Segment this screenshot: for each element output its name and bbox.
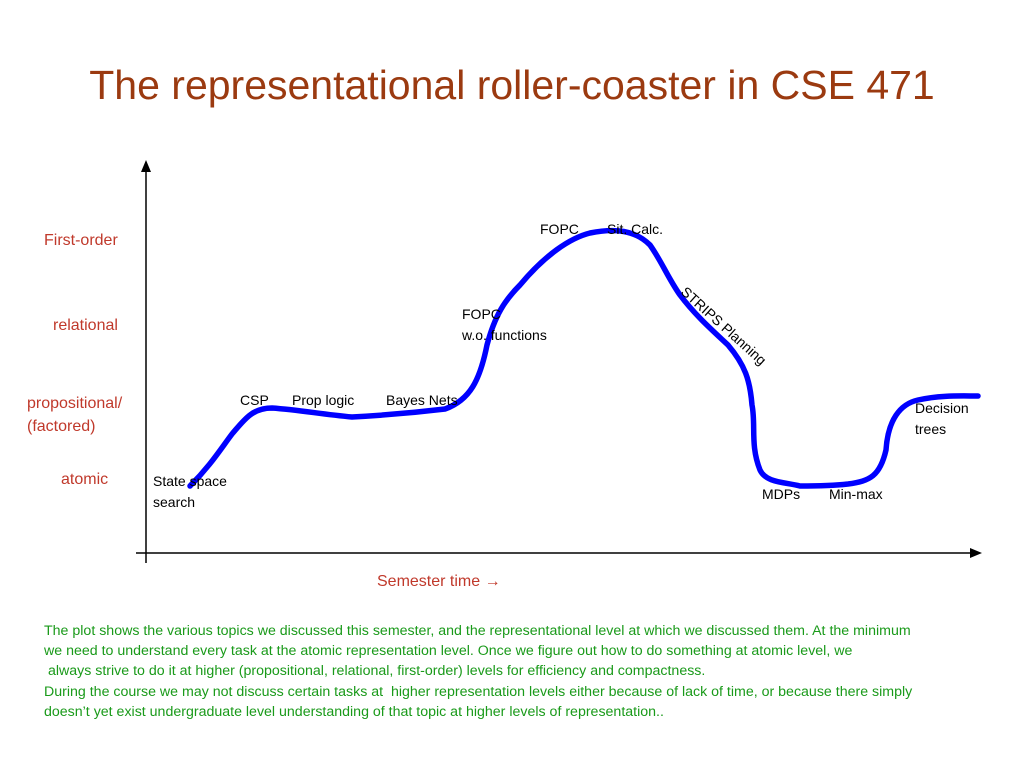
level-label-propositional: propositional/ [27,395,123,412]
topic-label-strips-planning: STRIPS Planning [678,283,770,368]
topic-label-bayes-nets: Bayes Nets [386,392,458,408]
topic-label-mdps: MDPs [762,486,800,502]
topic-label-sit-calc: Sit. Calc. [607,221,663,237]
topic-label-min-max: Min-max [829,486,883,502]
caption-line: doesn’t yet exist undergraduate level un… [44,703,664,720]
caption-line: During the course we may not discuss cer… [44,683,913,700]
arrow-right-icon: → [485,573,501,590]
topic-label-prop-logic: Prop logic [292,392,354,408]
topic-label-csp: CSP [240,392,269,408]
topic-label-state-space-search: State space search [153,473,231,510]
caption-line: The plot shows the various topics we dis… [44,623,911,639]
level-label-atomic: atomic [61,471,108,488]
x-axis-arrowhead [970,548,982,558]
slide-title: The representational roller-coaster in C… [89,62,935,108]
level-label-first-order: First-order [44,232,118,249]
topic-label-fopc-wo-functions: FOPC w.o. functions [461,306,547,343]
level-label-relational: relational [53,317,118,334]
caption: The plot shows the various topics we dis… [44,621,1014,722]
y-axis-arrowhead [141,160,151,172]
level-label-factored: (factored) [27,418,95,435]
topic-label-decision-trees: Decision trees [915,400,973,437]
topic-label-fopc: FOPC [540,221,579,237]
caption-line: we need to understand every task at the … [44,643,853,660]
x-axis-label: Semester time → [377,573,501,590]
caption-line: always strive to do it at higher (propos… [44,663,706,680]
representation-curve [187,227,981,489]
